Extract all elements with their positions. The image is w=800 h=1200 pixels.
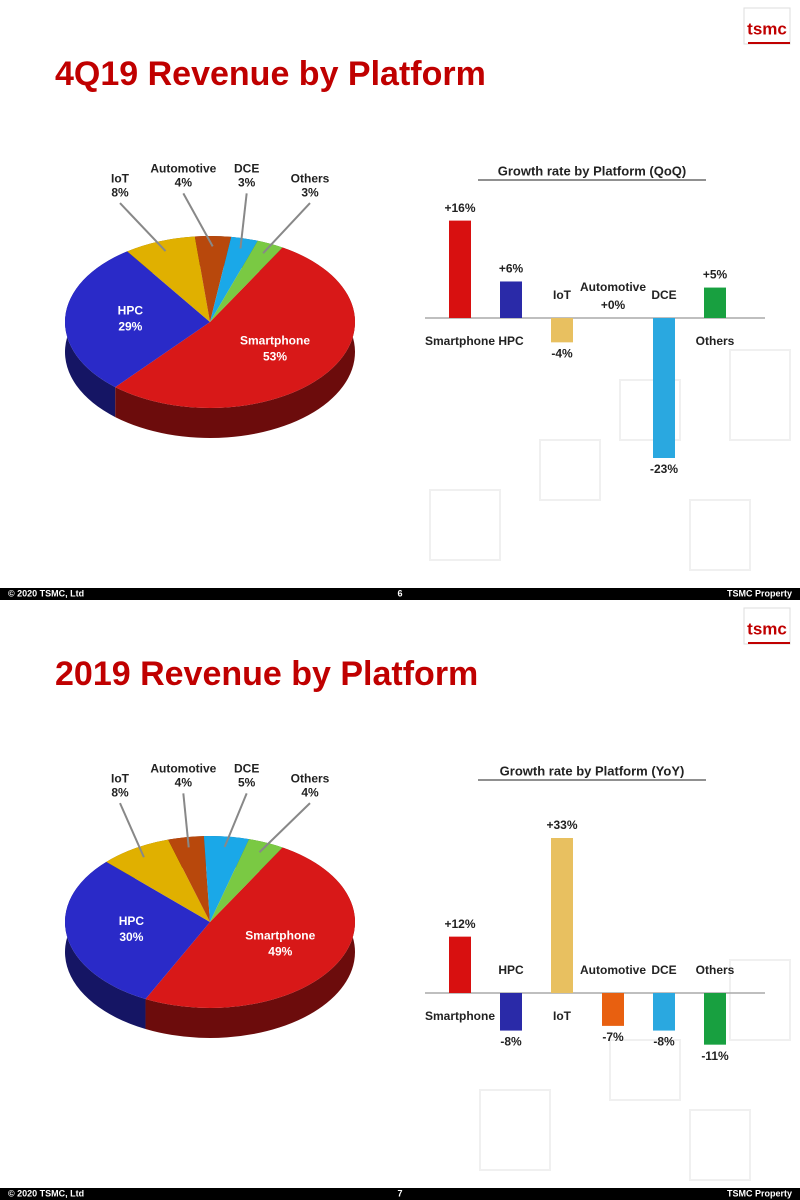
slice-label: Others — [291, 771, 330, 785]
slice-value: 4% — [175, 176, 193, 190]
slice-value: 4% — [175, 776, 193, 790]
slice-value: 8% — [111, 785, 129, 799]
footer-right: TSMC Property — [727, 588, 792, 598]
slice-label: IoT — [111, 771, 130, 785]
category-label: HPC — [498, 963, 524, 977]
value-label: -4% — [551, 347, 573, 361]
value-label: -8% — [500, 1035, 522, 1049]
bar — [704, 993, 726, 1045]
slice-value: 3% — [238, 176, 256, 190]
pie-slice — [64, 251, 210, 388]
category-label: DCE — [651, 288, 676, 302]
value-label: +33% — [546, 818, 577, 832]
pie-slice — [210, 240, 283, 322]
pie-slice — [168, 836, 210, 922]
category-label: Others — [696, 334, 735, 348]
category-label: Others — [696, 963, 735, 977]
page-number: 7 — [397, 1188, 402, 1198]
bar — [602, 993, 624, 1026]
value-label: +16% — [444, 201, 475, 215]
logo: tsmc — [747, 19, 787, 38]
slice-label: HPC — [119, 914, 145, 928]
pie-slice — [210, 839, 283, 922]
slice-label: IoT — [111, 171, 130, 185]
leader-line — [239, 193, 248, 249]
slice-value: 53% — [263, 350, 287, 364]
logo: tsmc — [747, 619, 787, 638]
chart-title: Growth rate by Platform (QoQ) — [498, 163, 687, 178]
footer-left: © 2020 TSMC, Ltd — [8, 588, 84, 598]
chart-title: Growth rate by Platform (YoY) — [500, 763, 685, 778]
bar — [551, 318, 573, 343]
slice-value: 5% — [238, 776, 256, 790]
category-label: Automotive — [580, 963, 646, 977]
category-label: IoT — [553, 1009, 572, 1023]
slide-title: 4Q19 Revenue by Platform — [55, 55, 486, 93]
slice-value: 8% — [111, 185, 129, 199]
footer-bar — [0, 588, 800, 600]
leader-line — [182, 793, 190, 848]
slice-label: Automotive — [150, 762, 216, 776]
category-label: DCE — [651, 963, 676, 977]
bar — [653, 318, 675, 458]
bar — [449, 936, 471, 993]
slice-label: Automotive — [150, 162, 216, 176]
value-label: -11% — [701, 1049, 729, 1063]
page-number: 6 — [397, 588, 402, 598]
slide-title: 2019 Revenue by Platform — [55, 655, 478, 693]
value-label: +12% — [444, 917, 475, 931]
pie-slice — [210, 236, 258, 322]
slice-value: 4% — [301, 785, 319, 799]
value-label: -23% — [650, 462, 678, 476]
slice-label: HPC — [118, 304, 144, 318]
pie-side — [145, 847, 356, 1039]
slice-value: 3% — [301, 185, 319, 199]
pie-slice — [106, 839, 210, 922]
leader-line — [223, 792, 248, 848]
category-label: Smartphone — [425, 334, 495, 348]
value-label: -8% — [653, 1035, 675, 1049]
slice-value: 29% — [118, 320, 142, 334]
leader-line — [258, 802, 311, 853]
pie-slice — [127, 236, 210, 322]
leader-line — [119, 202, 167, 252]
bar — [449, 220, 471, 318]
bar — [551, 838, 573, 993]
value-label: +6% — [499, 262, 524, 276]
slice-label: Smartphone — [240, 334, 310, 348]
slice-label: Others — [291, 171, 330, 185]
bar — [500, 281, 522, 318]
leader-line — [182, 192, 214, 247]
logo-box — [743, 7, 791, 45]
category-label: HPC — [498, 334, 524, 348]
pie-slice — [64, 861, 210, 1000]
pie-side — [115, 247, 356, 439]
slice-value: 30% — [119, 930, 143, 944]
category-label: Smartphone — [425, 1009, 495, 1023]
category-label: Automotive — [580, 280, 646, 294]
slice-label: DCE — [234, 762, 259, 776]
bar — [653, 993, 675, 1031]
category-label: IoT — [553, 288, 572, 302]
footer-left: © 2020 TSMC, Ltd — [8, 1188, 84, 1198]
pie-slice — [115, 247, 356, 409]
bar — [704, 287, 726, 318]
leader-line — [119, 802, 145, 858]
footer-right: TSMC Property — [727, 1188, 792, 1198]
footer-bar — [0, 1188, 800, 1200]
pie-slice — [203, 836, 249, 922]
value-label: +5% — [703, 268, 728, 282]
slice-label: DCE — [234, 162, 259, 176]
slide-decor — [429, 349, 791, 1181]
slice-label: Smartphone — [245, 929, 315, 943]
pie-slice — [145, 847, 356, 1009]
pie-slice — [194, 235, 232, 322]
slice-value: 49% — [268, 945, 292, 959]
value-label: -7% — [602, 1030, 624, 1044]
leader-line — [262, 202, 311, 254]
value-label: +0% — [601, 298, 626, 312]
bar — [500, 993, 522, 1031]
